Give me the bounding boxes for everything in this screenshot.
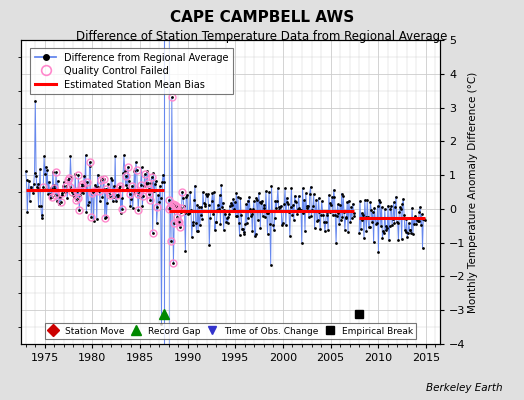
Y-axis label: Monthly Temperature Anomaly Difference (°C): Monthly Temperature Anomaly Difference (…	[468, 71, 478, 313]
Text: Berkeley Earth: Berkeley Earth	[427, 383, 503, 393]
Text: Difference of Station Temperature Data from Regional Average: Difference of Station Temperature Data f…	[77, 30, 447, 43]
Legend: Station Move, Record Gap, Time of Obs. Change, Empirical Break: Station Move, Record Gap, Time of Obs. C…	[45, 323, 416, 340]
Text: CAPE CAMPBELL AWS: CAPE CAMPBELL AWS	[170, 10, 354, 25]
